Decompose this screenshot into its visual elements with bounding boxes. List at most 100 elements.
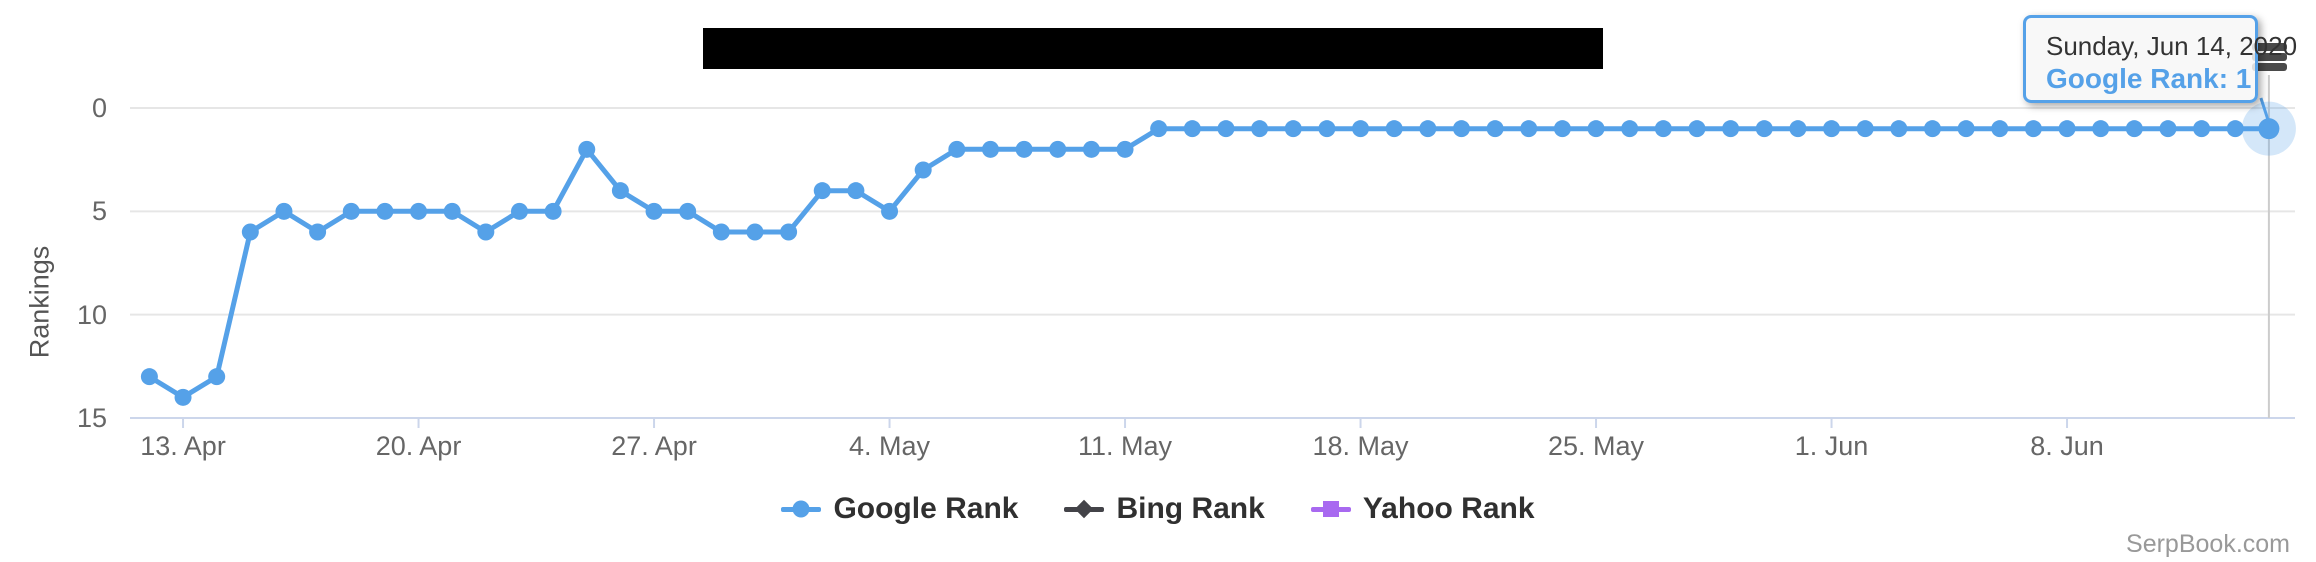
data-point-marker[interactable] bbox=[2193, 120, 2211, 138]
x-axis-label: 11. May bbox=[1078, 431, 1173, 461]
data-point-marker[interactable] bbox=[1284, 120, 1302, 138]
x-axis-label: 4. May bbox=[849, 431, 931, 461]
data-point-marker[interactable] bbox=[477, 223, 495, 241]
data-point-marker[interactable] bbox=[241, 223, 259, 241]
x-axis-label: 18. May bbox=[1312, 431, 1409, 461]
data-point-marker[interactable] bbox=[611, 182, 629, 200]
x-axis-label: 13. Apr bbox=[140, 431, 226, 461]
data-point-marker[interactable] bbox=[2125, 120, 2143, 138]
legend: Google Rank Bing Rank Yahoo Rank bbox=[0, 492, 2316, 526]
serpbook-credit-link[interactable]: SerpBook.com bbox=[2126, 530, 2290, 558]
data-point-marker[interactable] bbox=[712, 223, 730, 241]
hamburger-icon bbox=[2252, 43, 2287, 51]
data-point-marker[interactable] bbox=[376, 202, 394, 220]
legend-label: Yahoo Rank bbox=[1362, 492, 1535, 525]
data-point-marker[interactable] bbox=[645, 202, 663, 220]
tooltip-series-label: Google Rank: bbox=[2046, 63, 2229, 94]
data-point-marker[interactable] bbox=[544, 202, 562, 220]
data-point-marker[interactable] bbox=[140, 368, 158, 386]
y-axis-label: 0 bbox=[91, 93, 107, 123]
data-point-marker[interactable] bbox=[679, 202, 697, 220]
bing-series-marker-icon bbox=[1064, 498, 1105, 520]
data-point-marker[interactable] bbox=[1486, 120, 1504, 138]
data-point-marker[interactable] bbox=[208, 368, 226, 386]
data-point-marker[interactable] bbox=[914, 161, 932, 179]
data-point-marker[interactable] bbox=[1823, 120, 1841, 138]
data-point-marker[interactable] bbox=[1991, 120, 2009, 138]
x-axis-label: 27. Apr bbox=[611, 431, 697, 461]
tooltip-date: Sunday, Jun 14, 2020 bbox=[2046, 31, 2298, 61]
data-point-marker[interactable] bbox=[510, 202, 528, 220]
x-axis-label: 20. Apr bbox=[375, 431, 462, 461]
data-point-marker[interactable] bbox=[443, 202, 461, 220]
data-point-marker[interactable] bbox=[1150, 120, 1168, 138]
data-point-marker[interactable] bbox=[2159, 120, 2177, 138]
data-point-marker[interactable] bbox=[1015, 140, 1033, 158]
data-point-marker[interactable] bbox=[1755, 120, 1773, 138]
data-point-marker[interactable] bbox=[2058, 120, 2076, 138]
data-point-marker[interactable] bbox=[1419, 120, 1437, 138]
yahoo-series-marker-icon bbox=[1310, 498, 1351, 520]
x-axis-label: 8. Jun bbox=[2030, 431, 2104, 461]
data-point-marker[interactable] bbox=[1217, 120, 1235, 138]
y-axis-label: 15 bbox=[76, 403, 107, 433]
redacted-title-bar bbox=[703, 28, 1603, 69]
chart-context-menu-button[interactable] bbox=[2252, 43, 2287, 73]
data-point-marker[interactable] bbox=[1722, 120, 1740, 138]
data-point-marker[interactable] bbox=[1251, 120, 1269, 138]
x-axis-label: 1. Jun bbox=[1794, 431, 1869, 461]
data-point-marker[interactable] bbox=[1957, 120, 1975, 138]
data-point-marker[interactable] bbox=[275, 202, 293, 220]
data-point-marker[interactable] bbox=[410, 202, 428, 220]
google-rank-line bbox=[146, 126, 2272, 400]
data-point-marker[interactable] bbox=[1385, 120, 1403, 138]
data-point-marker[interactable] bbox=[1621, 120, 1639, 138]
data-point-marker[interactable] bbox=[1587, 120, 1605, 138]
data-point-marker[interactable] bbox=[1789, 120, 1807, 138]
data-point-marker[interactable] bbox=[309, 223, 327, 241]
data-point-marker[interactable] bbox=[1183, 120, 1201, 138]
data-point-marker[interactable] bbox=[847, 182, 865, 200]
legend-item-yahoo-rank[interactable]: Yahoo Rank bbox=[1310, 492, 1535, 526]
data-point-marker[interactable] bbox=[1352, 120, 1370, 138]
data-point-marker[interactable] bbox=[948, 140, 966, 158]
y-axis-label: 5 bbox=[91, 196, 107, 227]
data-point-marker[interactable] bbox=[1082, 140, 1100, 158]
data-point-marker[interactable] bbox=[578, 140, 596, 158]
selected-point-marker[interactable] bbox=[2258, 118, 2280, 140]
data-point-marker[interactable] bbox=[813, 182, 831, 200]
data-point-marker[interactable] bbox=[746, 223, 764, 241]
tooltip-value: 1 bbox=[2235, 63, 2252, 94]
data-point-marker[interactable] bbox=[1553, 120, 1571, 138]
google-series-marker-icon bbox=[781, 498, 822, 520]
data-point-marker[interactable] bbox=[2024, 120, 2042, 138]
data-point-marker[interactable] bbox=[1688, 120, 1706, 138]
data-point-marker[interactable] bbox=[1452, 120, 1470, 138]
data-point-marker[interactable] bbox=[1520, 120, 1538, 138]
data-point-marker[interactable] bbox=[174, 388, 192, 406]
data-point-marker[interactable] bbox=[881, 202, 899, 220]
data-point-marker[interactable] bbox=[1856, 120, 1874, 138]
legend-item-bing-rank[interactable]: Bing Rank bbox=[1064, 492, 1265, 526]
data-point-marker[interactable] bbox=[342, 202, 360, 220]
x-axis-label: 25. May bbox=[1548, 431, 1645, 461]
data-point-marker[interactable] bbox=[1116, 140, 1134, 158]
data-point-marker[interactable] bbox=[981, 140, 999, 158]
legend-label: Google Rank bbox=[833, 492, 1019, 525]
data-point-marker[interactable] bbox=[2092, 120, 2110, 138]
hamburger-icon bbox=[2252, 53, 2287, 61]
data-point-marker[interactable] bbox=[1890, 120, 1908, 138]
data-point-marker[interactable] bbox=[1318, 120, 1336, 138]
data-point-marker[interactable] bbox=[1654, 120, 1672, 138]
legend-item-google-rank[interactable]: Google Rank bbox=[781, 492, 1018, 526]
y-axis-label: 10 bbox=[76, 299, 107, 330]
data-point-marker[interactable] bbox=[780, 223, 798, 241]
data-point-marker[interactable] bbox=[2226, 120, 2244, 138]
hamburger-icon bbox=[2252, 63, 2287, 71]
tooltip-rank: Google Rank: 1 bbox=[2046, 62, 2255, 96]
chart-tooltip: Sunday, Jun 14, 2020 Google Rank: 1 bbox=[2023, 15, 2298, 103]
data-point-marker[interactable] bbox=[1923, 120, 1941, 138]
data-point-marker[interactable] bbox=[1049, 140, 1067, 158]
